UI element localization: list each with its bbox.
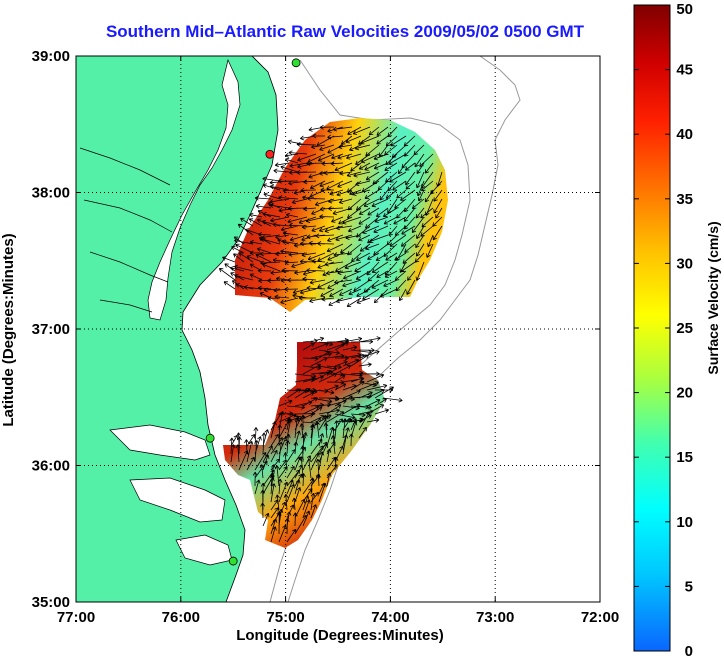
- colorbar-tick-label: 45: [676, 62, 693, 79]
- colorbar-tick-label: 40: [676, 126, 693, 143]
- colorbar-tick-label: 20: [676, 385, 693, 402]
- y-axis-label: Latitude (Degrees:Minutes): [0, 233, 17, 426]
- map-title: Southern Mid–Atlantic Raw Velocities 200…: [105, 22, 585, 41]
- radar-station-marker: [265, 149, 275, 159]
- radar-station-marker: [228, 556, 238, 566]
- x-tick-label: 76:00: [162, 609, 200, 626]
- velocity-field-north: [235, 118, 448, 312]
- radar-station-marker: [291, 58, 301, 68]
- x-tick-label: 74:00: [371, 609, 409, 626]
- radar-stations: [205, 58, 301, 566]
- velocity-field-south: [223, 342, 385, 548]
- x-tick-label: 73:00: [476, 609, 514, 626]
- bathymetry-contour-outer: [287, 56, 521, 602]
- velocity-vectors: [218, 124, 443, 543]
- y-tick-label: 39:00: [32, 48, 70, 65]
- colorbar-tick-label: 15: [676, 449, 693, 466]
- x-tick-label: 77:00: [57, 609, 95, 626]
- y-tick-label: 38:00: [32, 185, 70, 202]
- map-grid: [76, 56, 600, 602]
- y-tick-label: 36:00: [32, 458, 70, 475]
- y-axis: 39:00 38:00 37:00 36:00 35:00: [32, 48, 600, 611]
- x-axis: 77:00 76:00 75:00 74:00 73:00 72:00: [57, 56, 619, 626]
- x-tick-label: 75:00: [266, 609, 304, 626]
- colorbar-tick-label: 50: [676, 1, 693, 18]
- colorbar-tick-label: 5: [685, 578, 693, 595]
- colorbar-tick-label: 35: [676, 191, 693, 208]
- radar-station-marker: [205, 433, 215, 443]
- colorbar-label: Surface Velocity (cm/s): [705, 221, 721, 374]
- x-axis-label: Longitude (Degrees:Minutes): [236, 627, 444, 644]
- colorbar-tick-label: 25: [676, 320, 693, 337]
- y-tick-label: 37:00: [32, 321, 70, 338]
- velocity-arrows: [218, 124, 443, 543]
- colorbar-tick-label: 30: [676, 255, 693, 272]
- colorbar-tick-label: 0: [685, 643, 693, 659]
- colorbar: [633, 4, 671, 652]
- colorbar-tick-label: 10: [676, 514, 693, 531]
- x-tick-label: 72:00: [581, 609, 619, 626]
- tributary: [79, 147, 173, 313]
- chesapeake-bay: [147, 58, 241, 321]
- y-tick-label: 35:00: [32, 594, 70, 611]
